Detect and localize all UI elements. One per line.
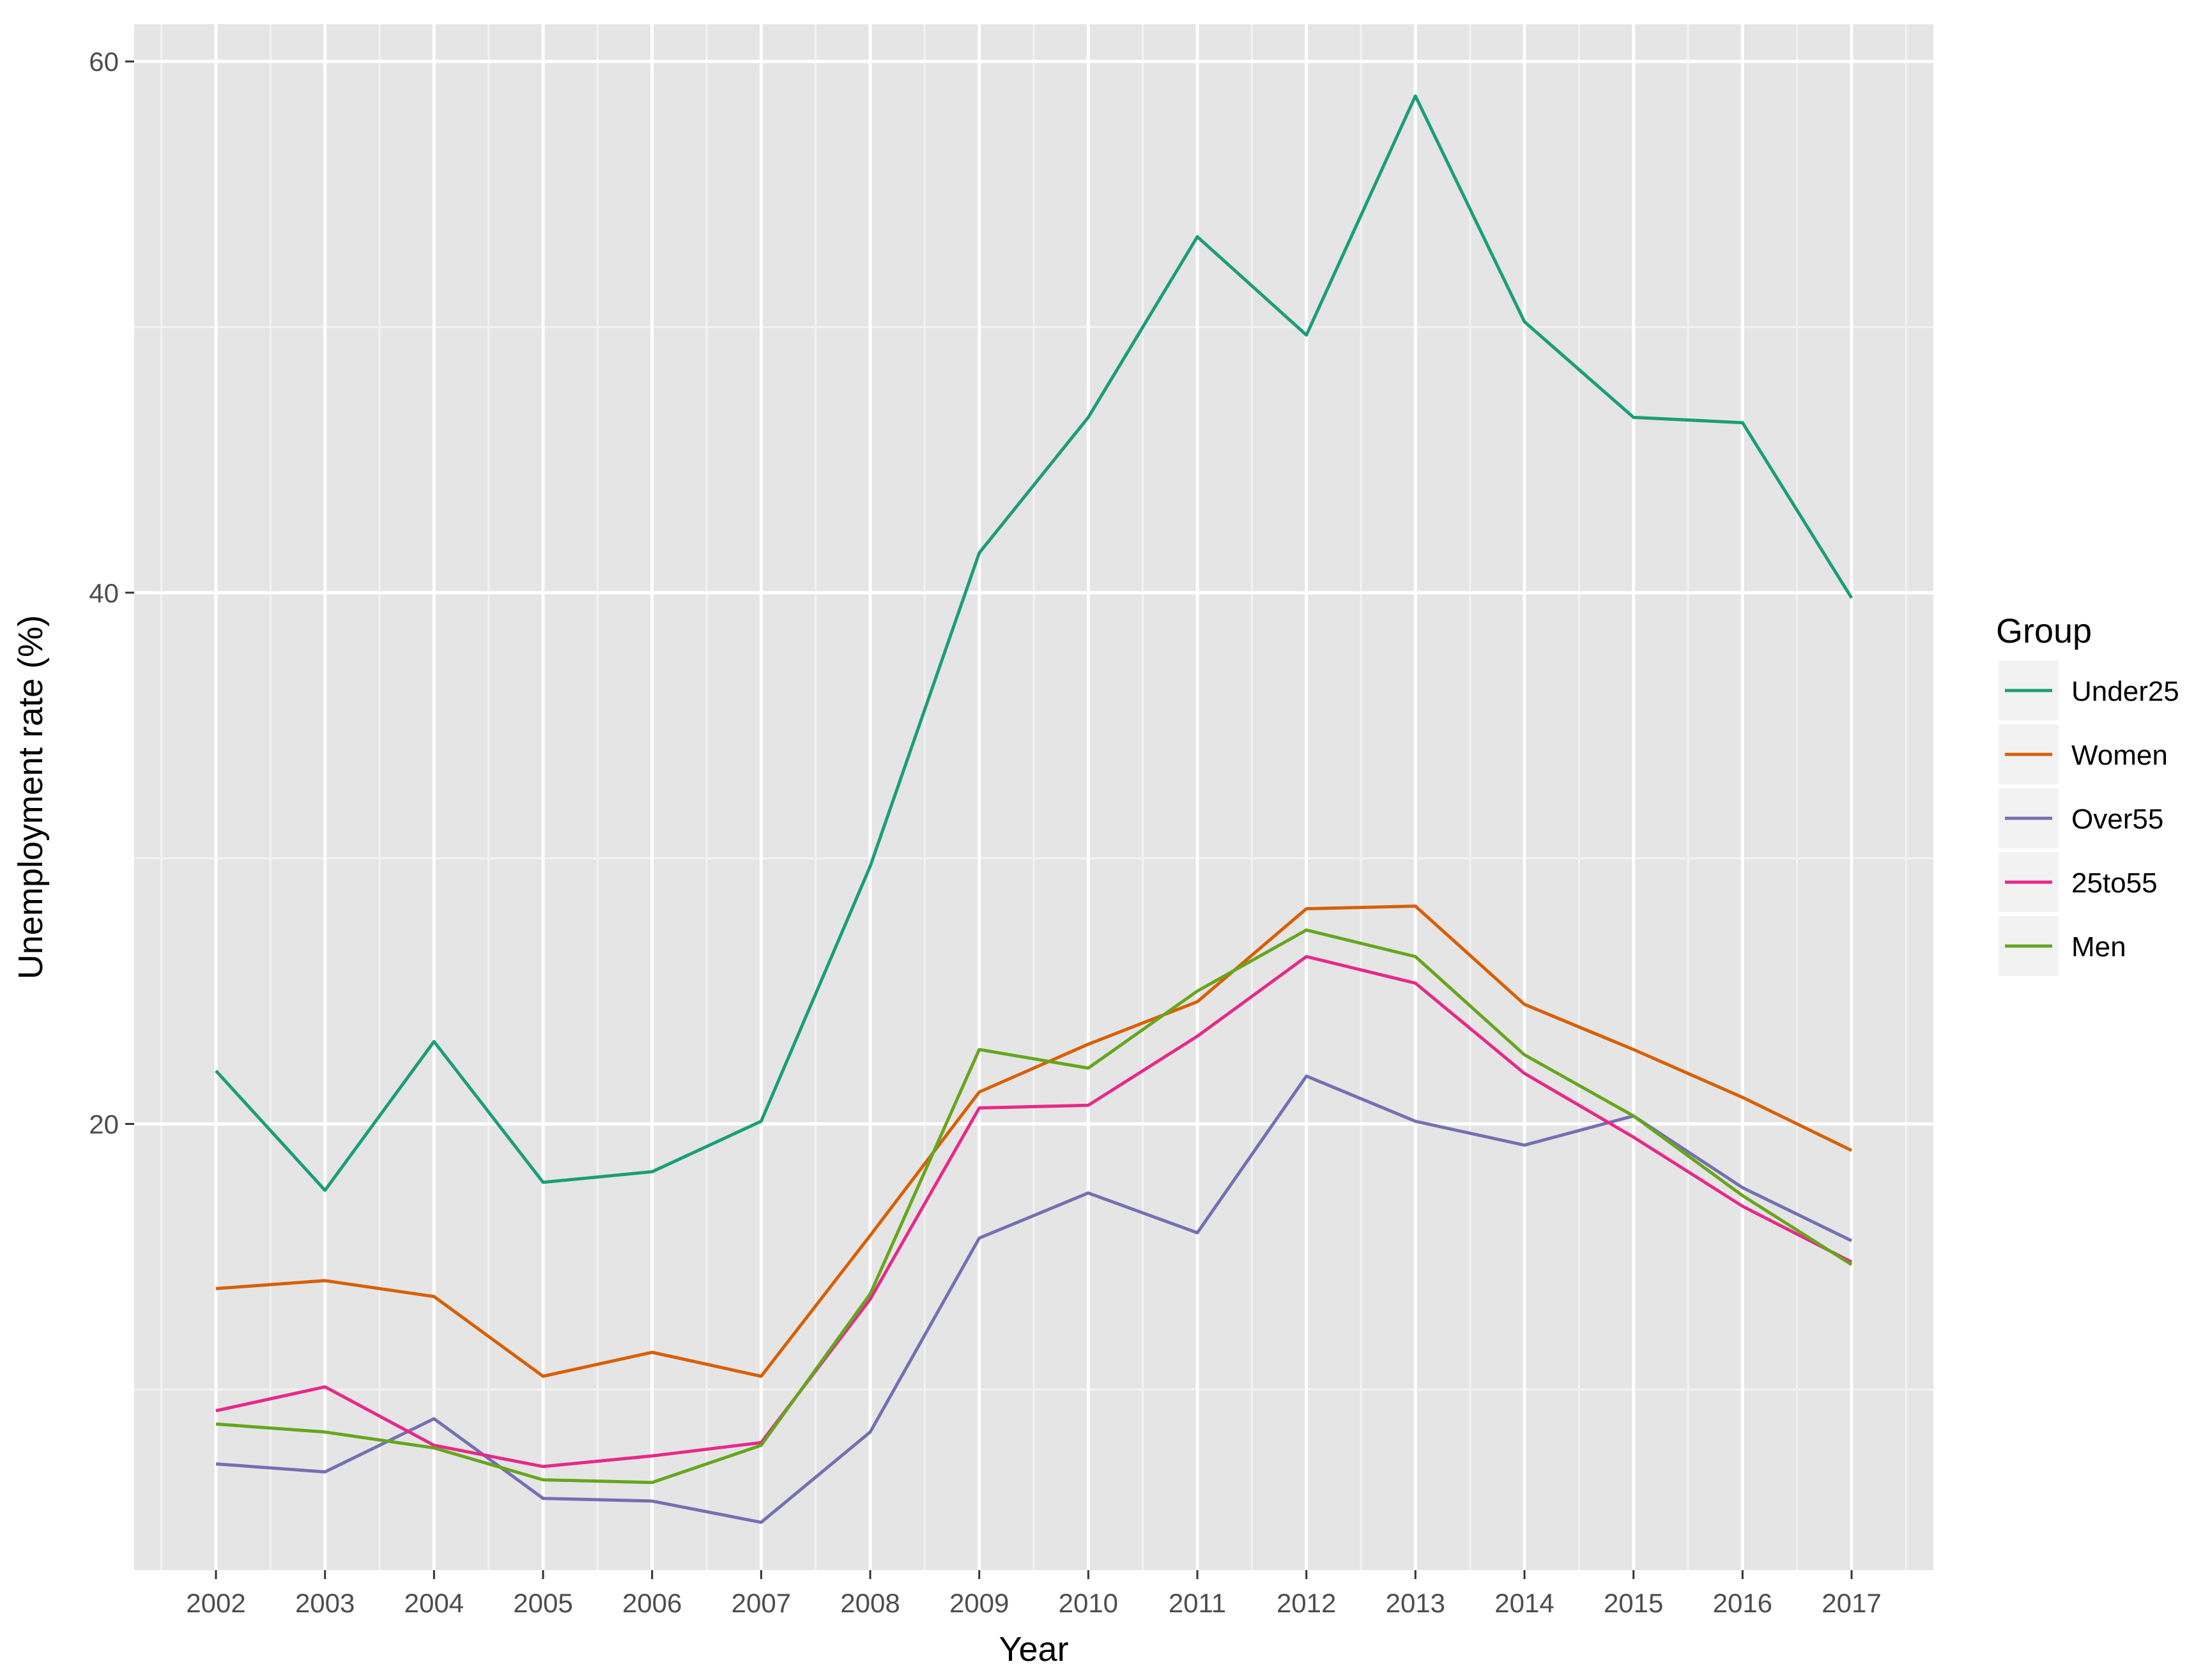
x-tick-label: 2011 <box>1169 1588 1226 1618</box>
x-tick-label: 2014 <box>1494 1588 1554 1618</box>
major-gridlines <box>134 24 1933 1570</box>
y-tick-label: 20 <box>89 1109 119 1139</box>
x-tick-label: 2013 <box>1386 1588 1445 1618</box>
x-tick-label: 2017 <box>1822 1588 1881 1618</box>
x-tick-label: 2008 <box>840 1588 900 1618</box>
legend-item-men: Men <box>1999 916 2126 976</box>
x-tick-label: 2012 <box>1277 1588 1336 1618</box>
legend: Group Under25 Women Over55 25to55 Men <box>1996 612 2179 976</box>
x-tick-label: 2006 <box>622 1588 682 1618</box>
legend-item-25to55: 25to55 <box>1999 852 2158 912</box>
legend-item-under25: Under25 <box>1999 661 2179 721</box>
legend-label: 25to55 <box>2071 867 2158 899</box>
x-tick-label: 2007 <box>732 1588 791 1618</box>
x-tick-label: 2010 <box>1059 1588 1118 1618</box>
x-tick-label: 2002 <box>186 1588 245 1618</box>
y-tick-label: 60 <box>89 47 119 77</box>
y-tick-label: 40 <box>89 578 119 608</box>
y-axis-title: Unemployment rate (%) <box>12 615 50 979</box>
x-axis-title: Year <box>999 1630 1068 1669</box>
x-tick-label: 2003 <box>295 1588 355 1618</box>
legend-item-over55: Over55 <box>1999 788 2163 848</box>
series-line-25to55 <box>215 955 1853 1469</box>
minor-gridlines <box>134 24 1933 1570</box>
legend-label: Over55 <box>2071 804 2163 835</box>
x-tick-label: 2016 <box>1713 1588 1772 1618</box>
series-line-over55 <box>215 1074 1853 1524</box>
legend-label: Men <box>2071 931 2126 963</box>
legend-title: Group <box>1996 612 2092 650</box>
x-tick-label: 2004 <box>404 1588 464 1618</box>
series-line-under25 <box>215 94 1854 1192</box>
legend-label: Women <box>2071 740 2168 771</box>
legend-label: Under25 <box>2071 676 2179 707</box>
y-axis: 20 40 60 <box>89 47 134 1139</box>
series-line-women <box>215 905 1853 1378</box>
x-tick-label: 2015 <box>1604 1588 1663 1618</box>
legend-item-women: Women <box>1999 724 2168 784</box>
x-tick-label: 2005 <box>513 1588 572 1618</box>
series-line-men <box>215 928 1853 1485</box>
x-axis: 2002 2003 2004 2005 2006 2007 2008 2009 2010 2011… <box>186 1570 1882 1618</box>
x-tick-label: 2009 <box>949 1588 1009 1618</box>
series-lines <box>215 94 1854 1524</box>
